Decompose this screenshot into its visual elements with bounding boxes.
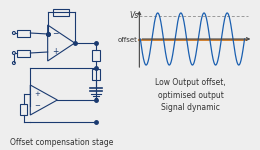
Text: Vs: Vs <box>129 11 138 20</box>
Bar <box>92 50 100 61</box>
Bar <box>20 104 27 115</box>
Bar <box>92 69 100 80</box>
Text: Low Output offset,
optimised output
Signal dynamic: Low Output offset, optimised output Sign… <box>155 78 226 112</box>
Text: +: + <box>53 48 59 57</box>
Text: Offset compensation stage: Offset compensation stage <box>10 138 114 147</box>
Text: +: + <box>34 91 40 97</box>
Bar <box>17 50 30 57</box>
Bar <box>54 9 69 15</box>
Text: −: − <box>53 30 59 39</box>
Text: −: − <box>34 103 40 109</box>
Bar <box>17 30 30 36</box>
Text: offset: offset <box>118 37 138 43</box>
